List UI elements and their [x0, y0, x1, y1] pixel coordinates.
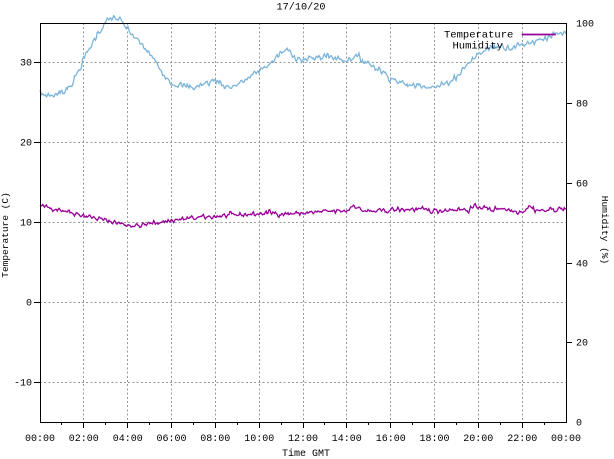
svg-text:18:00: 18:00 — [419, 434, 449, 445]
svg-text:Humidity: Humidity — [453, 40, 503, 52]
svg-text:20: 20 — [576, 339, 588, 350]
svg-text:Time GMT: Time GMT — [282, 448, 330, 459]
svg-text:0: 0 — [26, 299, 32, 310]
svg-text:08:00: 08:00 — [200, 434, 230, 445]
svg-text:12:00: 12:00 — [288, 434, 318, 445]
svg-text:22:00: 22:00 — [507, 434, 537, 445]
svg-text:80: 80 — [576, 100, 588, 111]
svg-text:00:00: 00:00 — [551, 434, 581, 445]
svg-text:-10: -10 — [14, 379, 32, 390]
svg-text:16:00: 16:00 — [376, 434, 406, 445]
svg-text:14:00: 14:00 — [332, 434, 362, 445]
svg-text:20:00: 20:00 — [463, 434, 493, 445]
svg-text:0: 0 — [576, 419, 582, 430]
svg-text:17/10/20: 17/10/20 — [277, 2, 326, 14]
svg-text:06:00: 06:00 — [156, 434, 186, 445]
svg-text:40: 40 — [576, 260, 588, 271]
svg-text:10:00: 10:00 — [244, 434, 274, 445]
svg-text:10: 10 — [20, 219, 32, 230]
svg-text:20: 20 — [20, 139, 32, 150]
svg-text:Humidity (%): Humidity (%) — [599, 196, 610, 264]
svg-text:02:00: 02:00 — [69, 434, 99, 445]
svg-text:60: 60 — [576, 180, 588, 191]
svg-text:30: 30 — [20, 59, 32, 70]
svg-text:04:00: 04:00 — [113, 434, 143, 445]
svg-text:Temperature (C): Temperature (C) — [0, 192, 11, 278]
svg-text:100: 100 — [576, 20, 594, 31]
svg-text:00:00: 00:00 — [25, 434, 55, 445]
